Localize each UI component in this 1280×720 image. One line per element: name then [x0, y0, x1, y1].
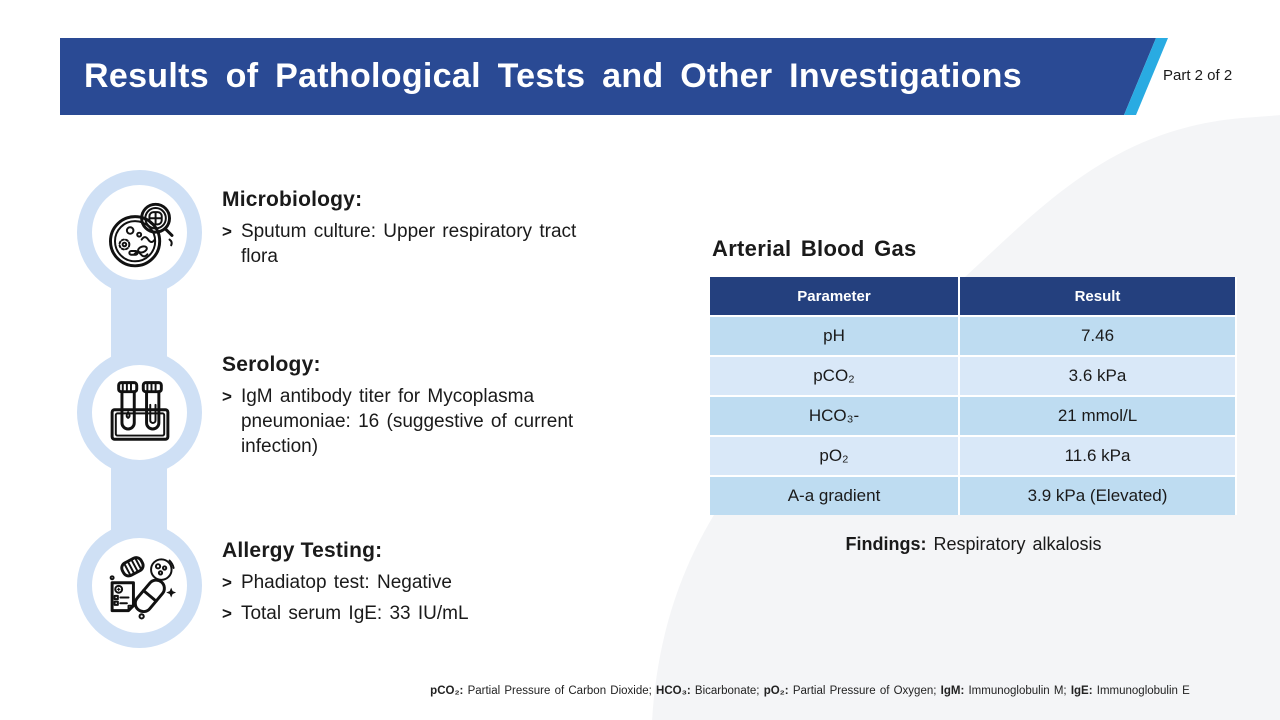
footnote-abbrev: IgM:: [940, 685, 965, 697]
table-cell-result: 7.46: [960, 317, 1235, 355]
findings-line: Findings: Respiratory alkalosis: [710, 534, 1237, 555]
findings-label: Findings:: [845, 534, 927, 554]
footnote-definition: Immunoglobulin E: [1092, 685, 1190, 697]
table-cell-param: pH: [710, 317, 958, 355]
list-item: > Phadiatop test: Negative: [222, 570, 617, 595]
footnote-definition: Partial Pressure of Oxygen;: [788, 685, 941, 697]
footnote-definition: Partial Pressure of Carbon Dioxide;: [463, 685, 657, 697]
bullet-text: Sputum culture: Upper respiratory tract …: [240, 221, 577, 267]
bullet-arrow-icon: >: [222, 604, 232, 623]
test-tubes-rack-icon: [110, 380, 169, 441]
section-heading: Microbiology:: [222, 188, 363, 211]
footnote-abbrev: IgE:: [1070, 685, 1093, 697]
table-cell-result: 21 mmol/L: [960, 397, 1235, 435]
table-cell-param: HCO₃-: [710, 397, 958, 435]
section-allergy-testing: Allergy Testing: > Phadiatop test: Negat…: [222, 539, 617, 626]
findings-text: Respiratory alkalosis: [926, 534, 1102, 554]
bullet-text: Total serum IgE: 33 IU/mL: [240, 603, 469, 624]
list-item: > Sputum culture: Upper respiratory trac…: [222, 219, 617, 269]
list-item: > Total serum IgE: 33 IU/mL: [222, 601, 617, 626]
table-cell-result: 3.6 kPa: [960, 357, 1235, 395]
column-header-parameter: Parameter: [710, 277, 958, 315]
abbreviations-footnote: pCO₂: Partial Pressure of Carbon Dioxide…: [395, 685, 1225, 697]
bullet-text: Phadiatop test: Negative: [240, 572, 452, 593]
footnote-abbrev: HCO₃:: [656, 685, 691, 697]
title-bar: Results of Pathological Tests and Other …: [60, 38, 1156, 115]
abg-table: Parameter Result pH 7.46 pCO₂ 3.6 kPa HC…: [710, 277, 1237, 515]
table-cell-result: 11.6 kPa: [960, 437, 1235, 475]
microbiology-icon-circle: [77, 170, 202, 295]
section-heading: Serology:: [222, 353, 321, 376]
footnote-abbrev: pCO₂:: [430, 685, 464, 697]
column-header-result: Result: [960, 277, 1235, 315]
table-cell-param: A-a gradient: [710, 477, 958, 515]
table-cell-result: 3.9 kPa (Elevated): [960, 477, 1235, 515]
abg-table-title: Arterial Blood Gas: [712, 236, 917, 261]
table-cell-param: pCO₂: [710, 357, 958, 395]
footnote-definition: Immunoglobulin M;: [964, 685, 1071, 697]
serology-icon-circle: [77, 350, 202, 475]
list-item: > IgM antibody titer for Mycoplasma pneu…: [222, 384, 617, 459]
section-microbiology: Microbiology: > Sputum culture: Upper re…: [222, 188, 617, 269]
section-serology: Serology: > IgM antibody titer for Mycop…: [222, 353, 617, 459]
part-indicator: Part 2 of 2: [1163, 67, 1233, 84]
slide-title: Results of Pathological Tests and Other …: [84, 57, 1022, 95]
bullet-arrow-icon: >: [222, 387, 232, 406]
section-heading: Allergy Testing:: [222, 539, 383, 562]
allergy-test-icon: [109, 555, 176, 619]
bullet-arrow-icon: >: [222, 222, 232, 241]
allergy-icon-circle: [77, 523, 202, 648]
bullet-text: IgM antibody titer for Mycoplasma pneumo…: [240, 386, 574, 457]
petri-dish-magnifier-icon: [108, 202, 173, 267]
footnote-definition: Bicarbonate;: [690, 685, 764, 697]
table-cell-param: pO₂: [710, 437, 958, 475]
footnote-abbrev: pO₂:: [763, 685, 789, 697]
bullet-arrow-icon: >: [222, 573, 232, 592]
